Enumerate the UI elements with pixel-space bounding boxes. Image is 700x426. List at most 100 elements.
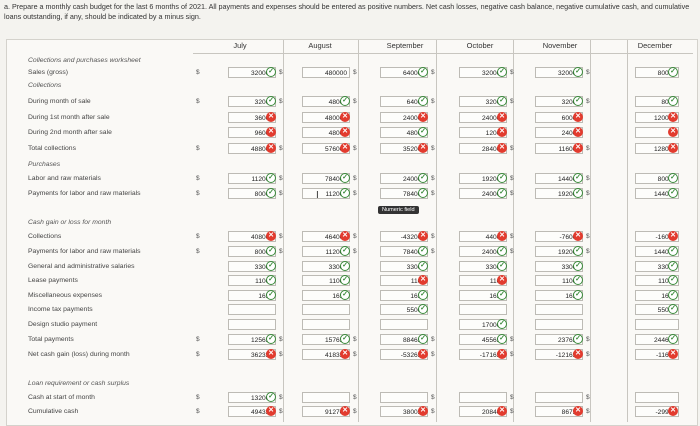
check-icon: ✓ — [668, 261, 678, 271]
currency-symbol: $ — [196, 175, 200, 182]
currency-symbol: $ — [353, 190, 357, 197]
cash-start-input-december[interactable] — [635, 392, 679, 403]
currency-symbol: $ — [510, 351, 514, 358]
error-x-icon: ✕ — [418, 231, 428, 241]
design-input-december[interactable] — [635, 319, 679, 330]
design-input-november[interactable] — [535, 319, 583, 330]
sales-input-august[interactable]: 480000 — [302, 67, 350, 78]
design-input-august[interactable] — [302, 319, 350, 330]
column-divider — [436, 40, 437, 422]
error-x-icon: ✕ — [418, 275, 428, 285]
check-icon: ✓ — [573, 275, 583, 285]
currency-symbol: $ — [510, 233, 514, 240]
income-tax-input-november[interactable] — [535, 304, 583, 315]
month-header-august: August — [308, 41, 332, 50]
row-label-worksheet: Collections and purchases worksheet — [28, 57, 141, 64]
row-label-labor-raw: Labor and raw materials — [28, 175, 101, 182]
net-cash-input-december[interactable]: -11650 — [635, 349, 679, 360]
row-label-first-month: During 1st month after sale — [28, 114, 110, 121]
check-icon: ✓ — [340, 246, 350, 256]
check-icon: ✓ — [497, 290, 507, 300]
check-icon: ✓ — [497, 173, 507, 183]
gen-admin-input-december[interactable]: 33000 — [635, 261, 679, 272]
check-icon: ✓ — [573, 334, 583, 344]
row-label-collections-h: Collections — [28, 82, 62, 89]
currency-symbol: $ — [196, 98, 200, 105]
error-x-icon: ✕ — [266, 143, 276, 153]
income-tax-input-august[interactable] — [302, 304, 350, 315]
check-icon: ✓ — [266, 96, 276, 106]
check-icon: ✓ — [418, 127, 428, 137]
income-tax-input-october[interactable] — [459, 304, 507, 315]
design-input-july[interactable] — [228, 319, 276, 330]
cash-start-input-august[interactable] — [302, 392, 350, 403]
payments-labor2-input-december[interactable]: 144000 — [635, 246, 679, 257]
currency-symbol: $ — [586, 336, 590, 343]
row-label-total-payments: Total payments — [28, 336, 74, 343]
error-x-icon: ✕ — [497, 275, 507, 285]
currency-symbol: $ — [510, 145, 514, 152]
cash-start-input-september[interactable] — [380, 392, 428, 403]
error-x-icon: ✕ — [418, 349, 428, 359]
currency-symbol: $ — [196, 394, 200, 401]
total-payments-input-december[interactable]: 244650 — [635, 334, 679, 345]
lease-input-december[interactable]: 11000 — [635, 275, 679, 286]
check-icon: ✓ — [668, 275, 678, 285]
currency-symbol: $ — [353, 351, 357, 358]
month-header-october: October — [466, 41, 494, 50]
check-icon: ✓ — [668, 304, 678, 314]
check-icon: ✓ — [497, 96, 507, 106]
sales-input-december[interactable]: 80000 — [635, 67, 679, 78]
check-icon: ✓ — [340, 290, 350, 300]
error-x-icon: ✕ — [668, 231, 678, 241]
income-tax-input-december[interactable]: 55000 — [635, 304, 679, 315]
error-x-icon: ✕ — [340, 143, 350, 153]
column-divider — [513, 40, 514, 422]
check-icon: ✓ — [418, 290, 428, 300]
cash-start-input-october[interactable] — [459, 392, 507, 403]
currency-symbol: $ — [510, 336, 514, 343]
currency-symbol: $ — [353, 233, 357, 240]
first-month-input-december[interactable]: 120000 — [635, 112, 679, 123]
currency-symbol: $ — [586, 190, 590, 197]
currency-symbol: $ — [279, 394, 283, 401]
cumulative-input-december[interactable]: -29900 — [635, 406, 679, 417]
currency-symbol: $ — [431, 248, 435, 255]
currency-symbol: $ — [196, 190, 200, 197]
payments-labor-input-december[interactable]: 144000 — [635, 188, 679, 199]
error-x-icon: ✕ — [340, 406, 350, 416]
check-icon: ✓ — [497, 246, 507, 256]
total-collections-input-december[interactable]: 128000 — [635, 143, 679, 154]
currency-symbol: $ — [196, 408, 200, 415]
labor-raw-input-december[interactable]: 80000 — [635, 173, 679, 184]
row-label-cash-gain: Cash gain or loss for month — [28, 219, 112, 226]
text-cursor-icon: I — [316, 190, 319, 201]
error-x-icon: ✕ — [266, 231, 276, 241]
currency-symbol: $ — [353, 145, 357, 152]
currency-symbol: $ — [431, 69, 435, 76]
currency-symbol: $ — [431, 336, 435, 343]
check-icon: ✓ — [340, 96, 350, 106]
currency-symbol: $ — [353, 336, 357, 343]
check-icon: ✓ — [418, 246, 428, 256]
check-icon: ✓ — [266, 261, 276, 271]
currency-symbol: $ — [353, 175, 357, 182]
design-input-september[interactable] — [380, 319, 428, 330]
error-x-icon: ✕ — [497, 349, 507, 359]
currency-symbol: $ — [279, 145, 283, 152]
check-icon: ✓ — [418, 334, 428, 344]
currency-symbol: $ — [279, 175, 283, 182]
check-icon: ✓ — [668, 246, 678, 256]
income-tax-input-july[interactable] — [228, 304, 276, 315]
error-x-icon: ✕ — [573, 127, 583, 137]
currency-symbol: $ — [510, 408, 514, 415]
currency-symbol: $ — [196, 351, 200, 358]
row-label-second-month: During 2nd month after sale — [28, 129, 112, 136]
collections-input-december[interactable]: -16000 — [635, 231, 679, 242]
currency-symbol: $ — [353, 69, 357, 76]
cash-start-input-november[interactable] — [535, 392, 583, 403]
error-x-icon: ✕ — [497, 143, 507, 153]
error-x-icon: ✕ — [266, 406, 276, 416]
error-x-icon: ✕ — [418, 143, 428, 153]
check-icon: ✓ — [340, 173, 350, 183]
